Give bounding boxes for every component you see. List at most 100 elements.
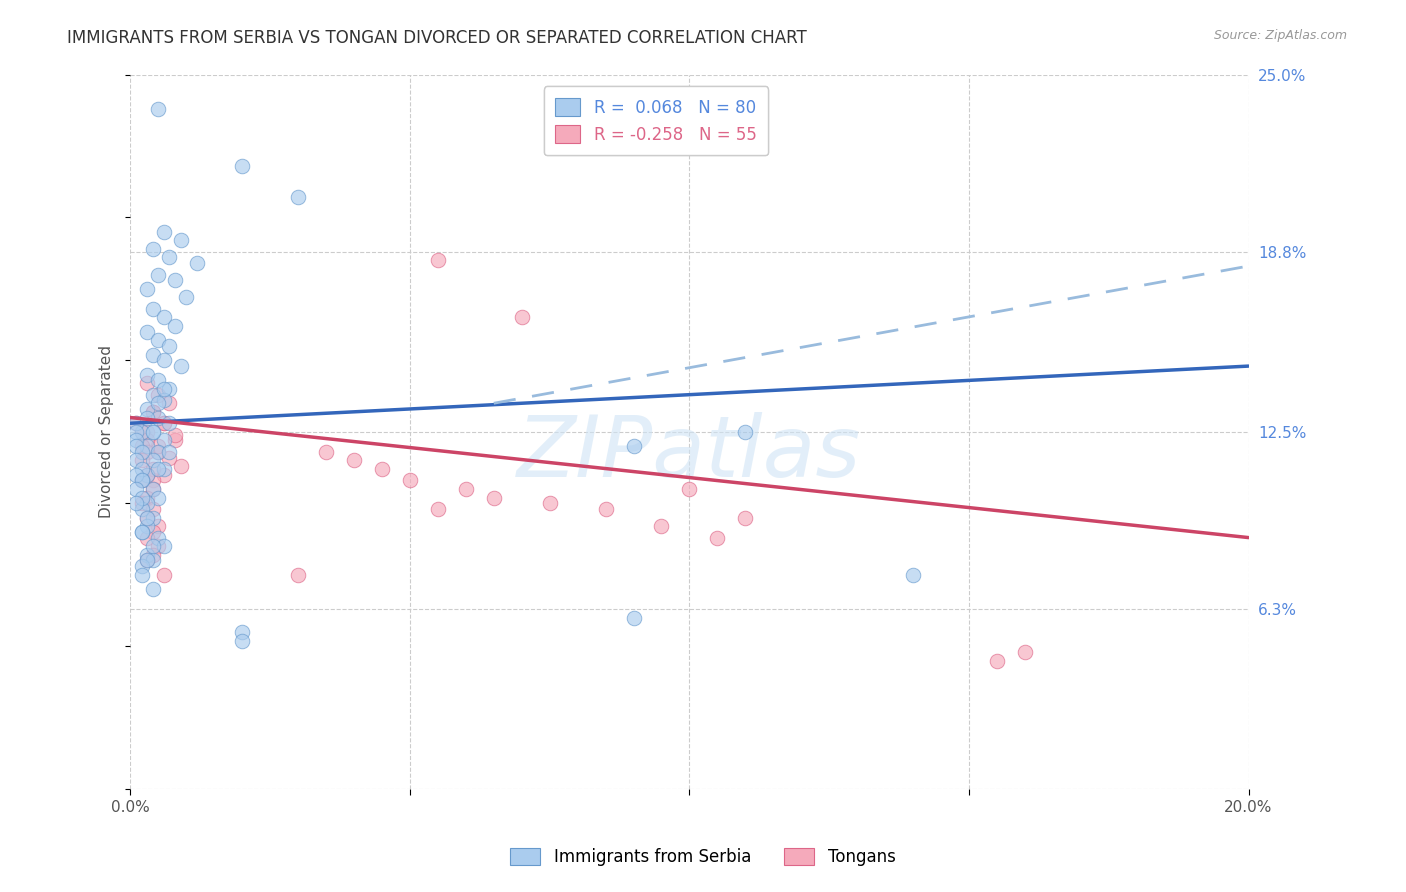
Point xyxy=(142,425,165,439)
Legend: Immigrants from Serbia, Tongans: Immigrants from Serbia, Tongans xyxy=(503,841,903,873)
Point xyxy=(287,190,309,204)
Point xyxy=(153,382,176,396)
Point xyxy=(136,410,159,425)
Point xyxy=(148,491,170,505)
Point xyxy=(142,425,165,439)
Point xyxy=(343,453,366,467)
Point xyxy=(165,427,187,442)
Point xyxy=(131,474,153,488)
Point xyxy=(153,567,176,582)
Point xyxy=(148,334,170,348)
Point xyxy=(153,393,176,408)
Point xyxy=(159,417,181,431)
Point xyxy=(125,417,148,431)
Point xyxy=(142,405,165,419)
Point xyxy=(706,531,728,545)
Point xyxy=(315,445,337,459)
Text: Source: ZipAtlas.com: Source: ZipAtlas.com xyxy=(1213,29,1347,42)
Point xyxy=(131,524,153,539)
Point xyxy=(153,417,176,431)
Point xyxy=(136,510,159,524)
Point xyxy=(153,539,176,553)
Point xyxy=(142,462,165,476)
Point xyxy=(131,474,153,488)
Point xyxy=(136,425,159,439)
Point xyxy=(136,376,159,391)
Point xyxy=(148,531,170,545)
Point xyxy=(142,510,165,524)
Point xyxy=(136,439,159,453)
Point xyxy=(426,253,449,268)
Point xyxy=(148,539,170,553)
Point xyxy=(136,467,159,482)
Point xyxy=(1014,645,1036,659)
Point xyxy=(142,482,165,496)
Point xyxy=(510,310,533,325)
Point xyxy=(142,553,165,567)
Point xyxy=(131,425,153,439)
Point xyxy=(165,273,187,287)
Y-axis label: Divorced or Separated: Divorced or Separated xyxy=(100,345,114,518)
Point xyxy=(153,353,176,368)
Point xyxy=(169,459,191,474)
Point xyxy=(231,633,253,648)
Text: ZIPatlas: ZIPatlas xyxy=(517,412,862,495)
Point xyxy=(142,453,165,467)
Point xyxy=(131,491,153,505)
Point xyxy=(131,559,153,574)
Point xyxy=(169,359,191,373)
Point xyxy=(142,539,165,553)
Point xyxy=(136,368,159,382)
Legend: R =  0.068   N = 80, R = -0.258   N = 55: R = 0.068 N = 80, R = -0.258 N = 55 xyxy=(544,87,768,155)
Point xyxy=(426,502,449,516)
Point xyxy=(595,502,617,516)
Point xyxy=(125,496,148,510)
Point xyxy=(148,373,170,387)
Text: IMMIGRANTS FROM SERBIA VS TONGAN DIVORCED OR SEPARATED CORRELATION CHART: IMMIGRANTS FROM SERBIA VS TONGAN DIVORCE… xyxy=(67,29,807,46)
Point xyxy=(125,467,148,482)
Point xyxy=(148,102,170,116)
Point xyxy=(148,445,170,459)
Point xyxy=(136,401,159,416)
Point xyxy=(148,268,170,282)
Point xyxy=(136,496,159,510)
Point xyxy=(153,225,176,239)
Point xyxy=(131,462,153,476)
Point xyxy=(131,496,153,510)
Point xyxy=(678,482,700,496)
Point xyxy=(142,242,165,256)
Point xyxy=(186,256,208,270)
Point xyxy=(159,450,181,465)
Point xyxy=(125,439,148,453)
Point xyxy=(125,482,148,496)
Point xyxy=(136,467,159,482)
Point xyxy=(142,387,165,401)
Point xyxy=(399,474,422,488)
Point xyxy=(159,339,181,353)
Point xyxy=(142,301,165,316)
Point xyxy=(174,291,197,305)
Point xyxy=(371,462,394,476)
Point xyxy=(131,425,153,439)
Point xyxy=(153,462,176,476)
Point xyxy=(131,524,153,539)
Point xyxy=(131,502,153,516)
Point xyxy=(650,519,672,533)
Point xyxy=(159,396,181,410)
Point xyxy=(136,519,159,533)
Point xyxy=(148,439,170,453)
Point xyxy=(136,553,159,567)
Point xyxy=(159,382,181,396)
Point xyxy=(142,348,165,362)
Point xyxy=(131,439,153,453)
Point xyxy=(148,445,170,459)
Point xyxy=(131,453,153,467)
Point xyxy=(159,251,181,265)
Point xyxy=(125,425,148,439)
Point xyxy=(136,282,159,296)
Point xyxy=(734,425,756,439)
Point xyxy=(131,445,153,459)
Point xyxy=(148,410,170,425)
Point xyxy=(623,610,645,624)
Point xyxy=(148,462,170,476)
